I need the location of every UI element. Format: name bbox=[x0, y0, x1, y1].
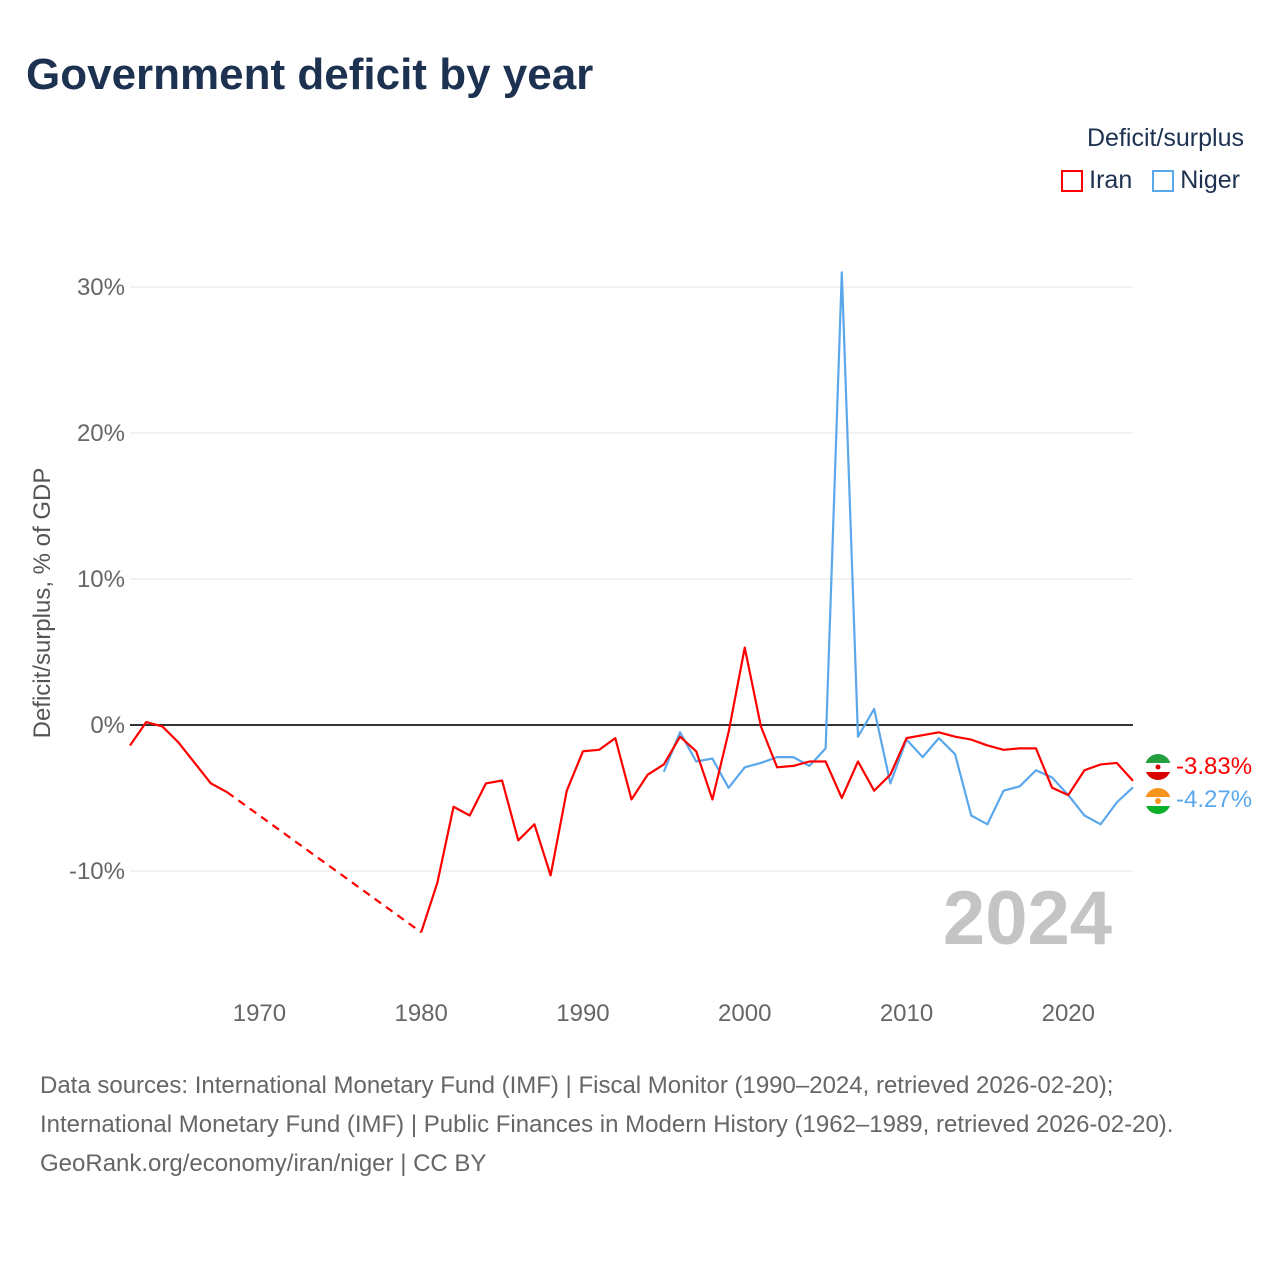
x-tick-label: 2000 bbox=[718, 1000, 771, 1027]
niger-flag-icon bbox=[1145, 788, 1171, 814]
x-tick-label: 1980 bbox=[394, 1000, 447, 1027]
iran-end-label: -3.83% bbox=[1176, 753, 1252, 780]
legend-swatch-iran bbox=[1061, 169, 1084, 192]
y-tick-label: -10% bbox=[69, 858, 125, 885]
year-watermark: 2024 bbox=[943, 876, 1112, 961]
x-tick-label: 2010 bbox=[880, 1000, 933, 1027]
page-title: Government deficit by year bbox=[26, 50, 594, 99]
iran-gap-line bbox=[226, 791, 422, 934]
y-tick-label: 30% bbox=[77, 274, 125, 301]
legend-label-niger: Niger bbox=[1180, 166, 1240, 194]
y-tick-label: 20% bbox=[77, 420, 125, 447]
x-tick-label: 1970 bbox=[233, 1000, 286, 1027]
legend-label-iran: Iran bbox=[1089, 166, 1133, 194]
data-sources: Data sources: International Monetary Fun… bbox=[40, 1072, 1174, 1138]
x-tick-label: 1990 bbox=[556, 1000, 609, 1027]
legend-swatch-niger bbox=[1152, 169, 1175, 192]
legend-item-niger[interactable]: Niger bbox=[1152, 166, 1240, 195]
y-tick-label: 10% bbox=[77, 566, 125, 593]
legend-title: Deficit/surplus bbox=[1087, 124, 1244, 152]
y-axis-label: Deficit/surplus, % of GDP bbox=[29, 468, 56, 739]
legend-item-iran[interactable]: Iran bbox=[1061, 166, 1132, 195]
footer: Data sources: International Monetary Fun… bbox=[40, 1066, 1240, 1183]
credit-link[interactable]: GeoRank.org/economy/iran/niger | CC BY bbox=[40, 1150, 487, 1177]
niger-line bbox=[662, 271, 1134, 826]
niger-end-label: -4.27% bbox=[1176, 786, 1252, 813]
x-tick-label: 2020 bbox=[1042, 1000, 1095, 1027]
legend: Iran Niger bbox=[1061, 166, 1240, 195]
iran-flag-icon bbox=[1145, 754, 1171, 780]
y-tick-label: 0% bbox=[90, 712, 125, 739]
iran-line bbox=[129, 720, 228, 794]
